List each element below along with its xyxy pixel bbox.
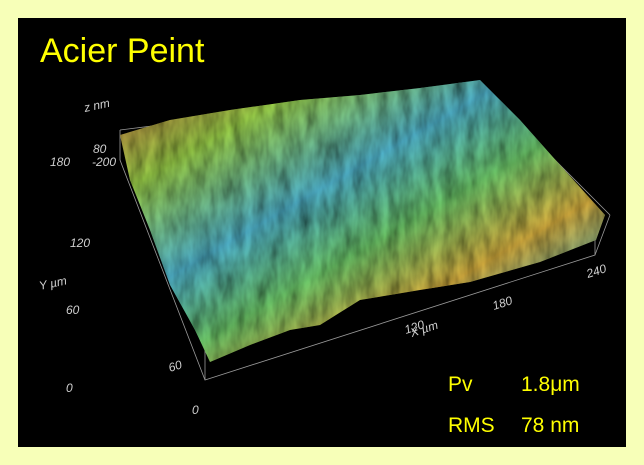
x-tick: 0 (192, 403, 199, 417)
x-tick: 60 (167, 357, 184, 375)
x-tick: 180 (491, 293, 515, 313)
rms-value: 78 nm (521, 414, 579, 437)
surface-3d (120, 80, 605, 362)
y-label: Y µm (38, 273, 68, 293)
y-tick: 0 (66, 381, 73, 395)
pv-value: 1.8μm (521, 373, 580, 396)
x-tick: 120 (403, 317, 427, 337)
z-tick: 80 (93, 142, 107, 156)
z-tick: -200 (92, 155, 116, 169)
pv-label: Pv (448, 373, 473, 396)
title: Acier Peint (40, 32, 205, 70)
y-tick: 120 (70, 236, 90, 250)
y-tick: 60 (66, 303, 80, 317)
y-tick: 180 (50, 155, 70, 169)
rms-label: RMS (448, 414, 495, 437)
z-label: z nm (82, 96, 111, 115)
x-tick: 240 (584, 261, 609, 281)
